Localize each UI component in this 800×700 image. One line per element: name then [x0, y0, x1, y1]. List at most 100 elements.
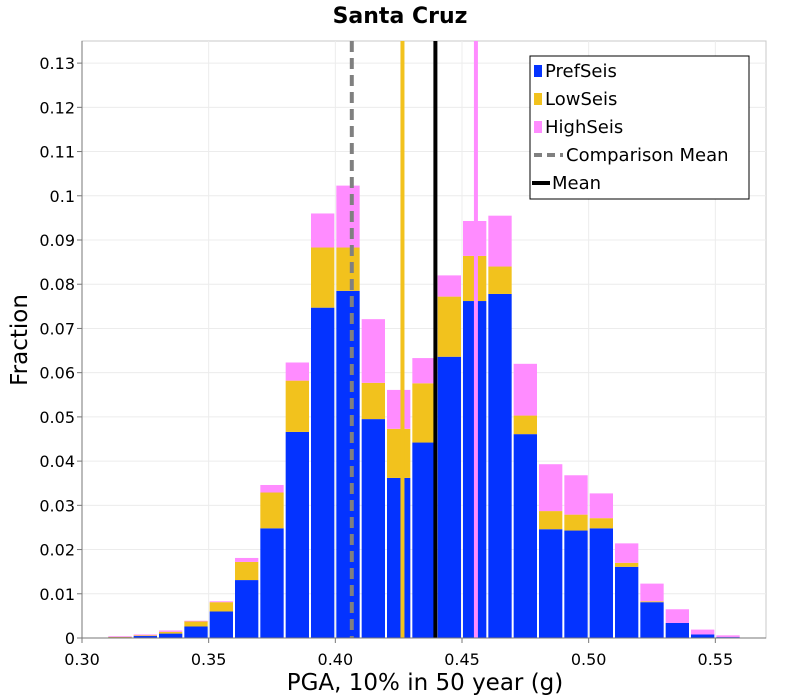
legend-highseis-label: HighSeis — [545, 117, 623, 138]
bar-segment-lowseis-2 — [133, 635, 157, 637]
bar-segment-highseis-21 — [615, 543, 639, 563]
legend-highseis-swatch — [534, 121, 542, 133]
bar-segment-prefseis-23 — [665, 622, 689, 638]
legend-comparison-mean-label: Comparison Mean — [566, 145, 729, 166]
bar-segment-highseis-14 — [437, 275, 461, 297]
x-axis-label: PGA, 10% in 50 year (g) — [287, 670, 564, 696]
bar-segment-lowseis-11 — [361, 382, 385, 420]
legend-box — [529, 55, 750, 200]
x-tick-label: 0.35 — [191, 650, 227, 669]
bar-segment-lowseis-14 — [437, 296, 461, 357]
bar-segment-prefseis-18 — [539, 529, 563, 638]
bar-segment-lowseis-1 — [108, 636, 132, 638]
bar-segment-lowseis-22 — [640, 601, 664, 603]
bar-segment-lowseis-3 — [159, 631, 183, 634]
x-tick-label: 0.40 — [318, 650, 354, 669]
bar-segment-prefseis-8 — [285, 431, 309, 638]
y-tick-label: 0.05 — [39, 408, 75, 427]
bar-segment-highseis-16 — [488, 215, 512, 267]
bar-segment-prefseis-21 — [615, 566, 639, 638]
bar-segment-lowseis-12 — [387, 428, 411, 478]
bar-segment-lowseis-18 — [539, 511, 563, 530]
bar-segment-prefseis-9 — [311, 307, 335, 638]
bar-segment-lowseis-20 — [589, 518, 613, 529]
y-axis: 0 0.01 0.02 0.03 0.04 0.05 0.06 0.07 0.08 0.09 0.1… — [39, 41, 83, 648]
bar-segment-highseis-3 — [159, 630, 183, 632]
x-tick-label: 0.30 — [64, 650, 100, 669]
bar-segment-highseis-13 — [412, 358, 436, 384]
chart-title: Santa Cruz — [333, 4, 468, 29]
bar-segment-prefseis-16 — [488, 293, 512, 638]
bar-segment-highseis-17 — [513, 363, 537, 416]
bar-segment-highseis-10 — [336, 185, 360, 248]
bar-segment-prefseis-7 — [260, 528, 284, 638]
bar-segment-prefseis-3 — [159, 633, 183, 638]
legend: PrefSeis LowSeis HighSeis Comparison Mea… — [529, 55, 750, 200]
bar-segment-lowseis-16 — [488, 266, 512, 294]
y-tick-label: 0 — [65, 629, 75, 648]
y-tick-label: 0.1 — [50, 187, 75, 206]
bar-segment-lowseis-10 — [336, 247, 360, 291]
bar-segment-prefseis-20 — [589, 528, 613, 638]
bar-segment-lowseis-19 — [564, 514, 588, 531]
y-tick-label: 0.12 — [39, 98, 75, 117]
y-tick-label: 0.01 — [39, 585, 75, 604]
histogram-bars — [83, 185, 740, 639]
bar-segment-lowseis-6 — [235, 561, 259, 581]
bar-segment-prefseis-4 — [184, 626, 208, 638]
legend-lowseis-label: LowSeis — [545, 89, 617, 110]
bar-segment-highseis-22 — [640, 583, 664, 602]
bar-segment-highseis-1 — [108, 636, 132, 637]
bar-segment-prefseis-5 — [209, 611, 233, 638]
bar-segment-highseis-20 — [589, 493, 613, 519]
y-tick-label: 0.06 — [39, 364, 75, 383]
bar-segment-prefseis-13 — [412, 442, 436, 638]
vertical-lines — [349, 41, 478, 638]
bar-segment-prefseis-24 — [691, 634, 715, 638]
y-tick-label: 0.13 — [39, 54, 75, 73]
legend-lowseis-swatch — [534, 93, 542, 105]
bar-segment-highseis-12 — [387, 389, 411, 429]
y-axis-label: Fraction — [7, 294, 33, 386]
bar-segment-highseis-8 — [285, 362, 309, 381]
bar-segment-prefseis-11 — [361, 419, 385, 638]
bar-segment-lowseis-13 — [412, 383, 436, 443]
bar-segment-lowseis-17 — [513, 415, 537, 435]
legend-prefseis-swatch — [534, 65, 542, 77]
x-tick-label: 0.55 — [698, 650, 734, 669]
y-tick-label: 0.09 — [39, 231, 75, 250]
bar-segment-lowseis-9 — [311, 247, 335, 308]
bar-segment-prefseis-17 — [513, 434, 537, 638]
bar-segment-highseis-2 — [133, 634, 157, 636]
bar-segment-highseis-19 — [564, 475, 588, 515]
y-tick-label: 0.08 — [39, 275, 75, 294]
bar-segment-prefseis-19 — [564, 530, 588, 638]
bar-segment-highseis-9 — [311, 213, 335, 248]
bar-segment-lowseis-4 — [184, 621, 208, 627]
legend-mean-label: Mean — [552, 173, 601, 194]
y-tick-label: 0.03 — [39, 496, 75, 515]
bar-segment-highseis-23 — [665, 609, 689, 623]
bar-segment-highseis-18 — [539, 464, 563, 512]
bar-segment-lowseis-21 — [615, 562, 639, 567]
bar-segment-highseis-11 — [361, 319, 385, 383]
bar-segment-highseis-25 — [716, 635, 740, 638]
y-tick-label: 0.11 — [39, 143, 75, 162]
y-tick-label: 0.04 — [39, 452, 75, 471]
bar-segment-prefseis-2 — [133, 635, 157, 638]
y-tick-label: 0.07 — [39, 319, 75, 338]
bar-segment-highseis-4 — [184, 620, 208, 622]
bar-segment-prefseis-22 — [640, 602, 664, 638]
bar-segment-prefseis-14 — [437, 356, 461, 638]
bar-segment-prefseis-6 — [235, 580, 259, 638]
bar-segment-prefseis-12 — [387, 477, 411, 638]
bar-segment-prefseis-10 — [336, 290, 360, 638]
bar-segment-highseis-5 — [209, 601, 233, 603]
x-axis: 0.30 0.35 0.40 0.45 0.50 0.55 — [64, 637, 766, 669]
bar-segment-lowseis-8 — [285, 380, 309, 432]
bar-segment-highseis-6 — [235, 557, 259, 562]
legend-prefseis-label: PrefSeis — [545, 61, 617, 82]
bar-segment-highseis-24 — [691, 629, 715, 635]
